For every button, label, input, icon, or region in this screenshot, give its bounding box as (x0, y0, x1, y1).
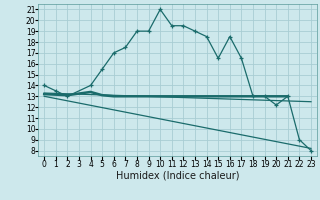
X-axis label: Humidex (Indice chaleur): Humidex (Indice chaleur) (116, 171, 239, 181)
